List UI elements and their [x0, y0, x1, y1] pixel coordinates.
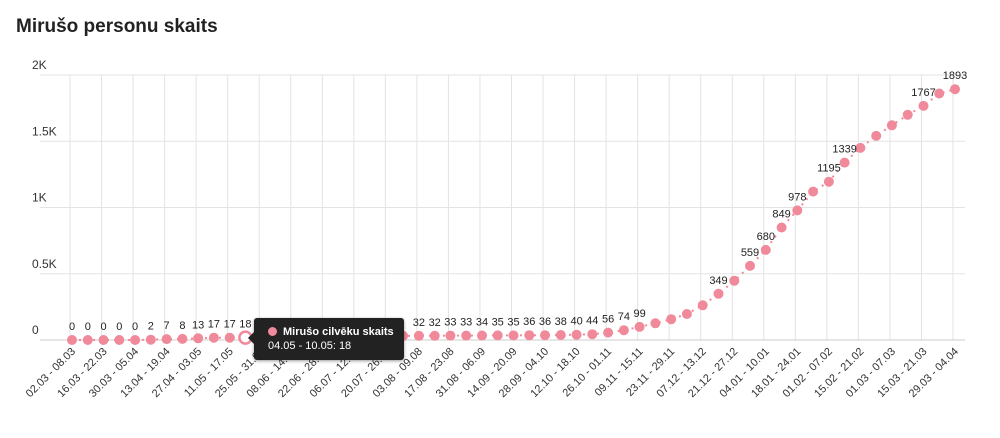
- data-point: [666, 314, 677, 325]
- data-point: [130, 335, 141, 345]
- data-label: 1195: [817, 163, 841, 175]
- data-label: 0: [85, 321, 91, 333]
- data-label: 74: [618, 311, 630, 323]
- data-point: [477, 330, 487, 341]
- data-label: 40: [570, 316, 582, 328]
- data-label: 1893: [943, 70, 967, 82]
- data-point: [193, 333, 204, 344]
- data-label: 33: [460, 317, 472, 329]
- data-point: [839, 157, 850, 168]
- data-label: 99: [633, 308, 645, 320]
- data-label: 36: [523, 316, 535, 328]
- tooltip-series-name: Mirušo cilvēku skaits: [283, 326, 394, 338]
- y-tick-label: 0: [32, 323, 39, 337]
- data-label: 32: [413, 317, 425, 329]
- data-label: 35: [507, 316, 519, 328]
- data-point: [145, 334, 156, 345]
- data-label: 1767: [911, 87, 935, 99]
- data-label: 44: [586, 315, 598, 327]
- tooltip-series-dot: [268, 327, 277, 336]
- chart-title: Mirušo personu skaits: [16, 16, 218, 37]
- y-tick-label: 1K: [32, 191, 47, 205]
- data-label: 0: [132, 321, 138, 333]
- data-point: [603, 327, 614, 338]
- data-label: 38: [555, 316, 567, 328]
- tooltip-value: 04.05 - 10.05: 18: [268, 340, 352, 352]
- data-point: [823, 176, 834, 187]
- data-label: 56: [602, 314, 614, 326]
- data-label: 0: [69, 321, 75, 333]
- data-label: 32: [429, 317, 441, 329]
- data-point: [587, 329, 598, 340]
- data-point: [618, 325, 629, 336]
- data-point: [808, 186, 819, 197]
- data-label: 7: [164, 320, 170, 332]
- data-point: [429, 330, 440, 341]
- data-label: 349: [709, 275, 727, 287]
- data-label: 18: [239, 319, 251, 331]
- data-point: [681, 309, 692, 319]
- data-point: [461, 330, 472, 341]
- y-tick-label: 1.5K: [32, 124, 57, 138]
- data-point: [886, 120, 897, 131]
- series-line: [72, 88, 956, 341]
- data-label: 559: [741, 247, 759, 259]
- data-point: [114, 335, 125, 345]
- data-label: 36: [539, 316, 551, 328]
- data-label: 680: [757, 231, 775, 243]
- y-tick-label: 2K: [32, 58, 47, 72]
- data-point: [950, 84, 960, 95]
- data-point: [540, 330, 550, 341]
- data-point: [508, 330, 519, 341]
- data-point: [177, 333, 188, 344]
- data-label: 33: [444, 317, 456, 329]
- data-point: [67, 335, 77, 345]
- data-point: [224, 332, 235, 343]
- data-label: 34: [476, 317, 488, 329]
- data-point: [555, 330, 566, 340]
- data-label: 13: [192, 319, 204, 331]
- data-label: 2: [148, 321, 154, 333]
- data-point: [745, 260, 755, 271]
- data-label: 0: [116, 321, 122, 333]
- y-tick-label: 0.5K: [32, 257, 57, 271]
- data-label: 1339: [832, 144, 856, 156]
- data-point: [713, 288, 724, 299]
- data-label: 849: [772, 209, 790, 221]
- data-point: [855, 142, 866, 153]
- data-point: [161, 334, 172, 345]
- data-point: [98, 335, 109, 345]
- data-label: 17: [208, 319, 220, 331]
- data-point: [208, 332, 219, 343]
- data-point: [776, 222, 787, 233]
- data-point: [571, 329, 582, 340]
- data-point: [902, 109, 913, 120]
- data-point: [871, 130, 882, 141]
- data-point: [634, 321, 645, 332]
- data-label: 8: [179, 320, 185, 332]
- data-point: [82, 335, 93, 345]
- data-point: [729, 275, 740, 286]
- data-label: 17: [224, 319, 236, 331]
- data-point: [413, 330, 424, 341]
- data-label: 35: [492, 316, 504, 328]
- data-point: [492, 330, 503, 341]
- chart-tooltip: Mirušo cilvēku skaits 04.05 - 10.05: 18: [248, 318, 404, 360]
- data-point: [650, 318, 661, 329]
- tooltip-arrow: [248, 332, 254, 344]
- data-point: [934, 88, 945, 99]
- data-label: 978: [788, 191, 806, 203]
- data-point: [445, 330, 456, 341]
- data-point: [697, 300, 708, 311]
- data-point: [792, 205, 803, 216]
- data-point: [918, 100, 929, 111]
- data-label: 0: [100, 321, 106, 333]
- data-point: [760, 244, 771, 255]
- data-point: [524, 330, 535, 341]
